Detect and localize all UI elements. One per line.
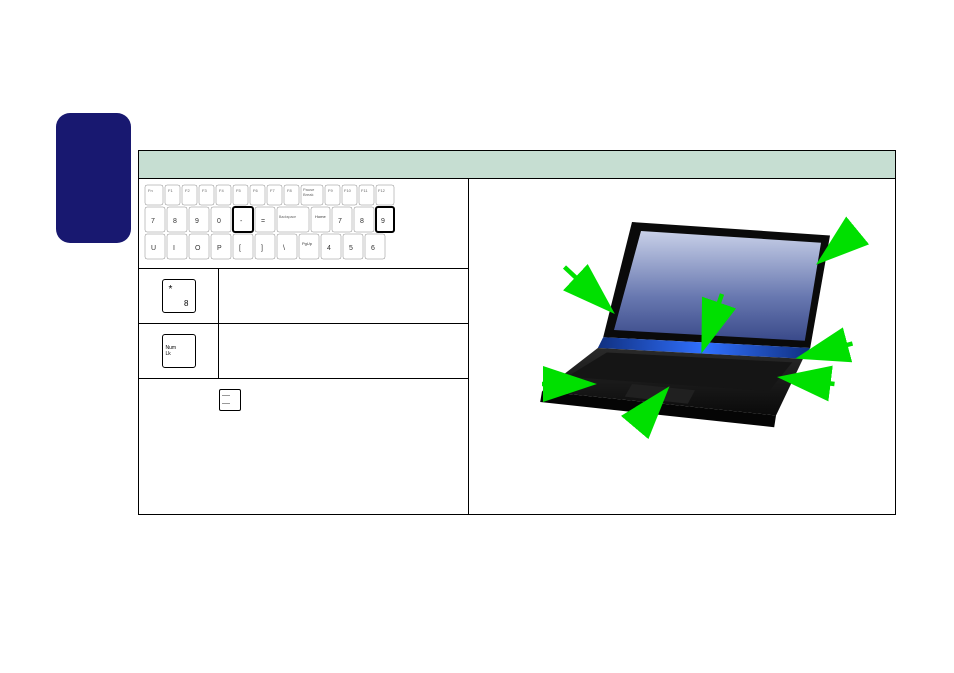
svg-text:Break: Break bbox=[303, 192, 313, 197]
svg-text:F8: F8 bbox=[287, 188, 292, 193]
svg-text:9: 9 bbox=[195, 218, 199, 225]
svg-text:O: O bbox=[195, 245, 201, 252]
svg-text:F1: F1 bbox=[168, 188, 173, 193]
laptop-svg bbox=[515, 189, 875, 489]
svg-text:F4: F4 bbox=[219, 188, 224, 193]
svg-text:9: 9 bbox=[381, 218, 385, 225]
key-row-1: * 8 bbox=[139, 269, 468, 324]
svg-text:F5: F5 bbox=[236, 188, 241, 193]
svg-text:F10: F10 bbox=[344, 188, 352, 193]
svg-text:7: 7 bbox=[338, 218, 342, 225]
keyboard-diagram: FnF1F2F3F4F5F6F7F8PauseBreakF9F10F11F12 … bbox=[143, 183, 398, 261]
asterisk-key-icon: * 8 bbox=[162, 279, 196, 313]
key-icon-cell-2: Num Lk bbox=[139, 324, 219, 378]
svg-text:Backspace: Backspace bbox=[279, 215, 296, 219]
svg-text:=: = bbox=[261, 218, 265, 225]
numlk-key-icon: Num Lk bbox=[162, 334, 196, 368]
keyboard-diagram-cell: FnF1F2F3F4F5F6F7F8PauseBreakF9F10F11F12 … bbox=[139, 179, 468, 269]
svg-text:F6: F6 bbox=[253, 188, 258, 193]
svg-text:Fn: Fn bbox=[148, 188, 153, 193]
svg-text:7: 7 bbox=[151, 218, 155, 225]
key-icon-cell-1: * 8 bbox=[139, 269, 219, 323]
svg-text:4: 4 bbox=[327, 245, 331, 252]
mini-key-icon bbox=[219, 389, 241, 411]
svg-text:F11: F11 bbox=[361, 188, 368, 193]
main-table: FnF1F2F3F4F5F6F7F8PauseBreakF9F10F11F12 … bbox=[138, 150, 896, 515]
svg-text:8: 8 bbox=[360, 218, 364, 225]
svg-text:0: 0 bbox=[217, 218, 221, 225]
svg-text:8: 8 bbox=[173, 218, 177, 225]
table-header-bar bbox=[139, 151, 895, 179]
svg-text:F12: F12 bbox=[378, 188, 386, 193]
bottom-left-cell bbox=[139, 379, 468, 514]
svg-text:F2: F2 bbox=[185, 188, 190, 193]
svg-text:F3: F3 bbox=[202, 188, 207, 193]
right-column bbox=[469, 179, 895, 514]
svg-text:[: [ bbox=[239, 245, 241, 252]
svg-text:\: \ bbox=[283, 245, 285, 252]
page-margin-tab bbox=[56, 113, 131, 243]
svg-text:U: U bbox=[151, 245, 156, 252]
key1-sub: 8 bbox=[184, 299, 188, 308]
svg-text:F9: F9 bbox=[328, 188, 333, 193]
key2-line2: Lk bbox=[166, 351, 171, 357]
svg-text:]: ] bbox=[261, 245, 263, 252]
svg-text:PgUp: PgUp bbox=[302, 241, 313, 246]
key-row-2: Num Lk bbox=[139, 324, 468, 379]
svg-text:F7: F7 bbox=[270, 188, 275, 193]
svg-text:5: 5 bbox=[349, 245, 353, 252]
svg-text:I: I bbox=[173, 245, 175, 252]
svg-text:Home: Home bbox=[315, 214, 326, 219]
key1-symbol: * bbox=[169, 284, 173, 295]
left-column: FnF1F2F3F4F5F6F7F8PauseBreakF9F10F11F12 … bbox=[139, 179, 469, 514]
svg-text:P: P bbox=[217, 245, 222, 252]
laptop-illustration bbox=[469, 179, 895, 514]
svg-text:6: 6 bbox=[371, 245, 375, 252]
